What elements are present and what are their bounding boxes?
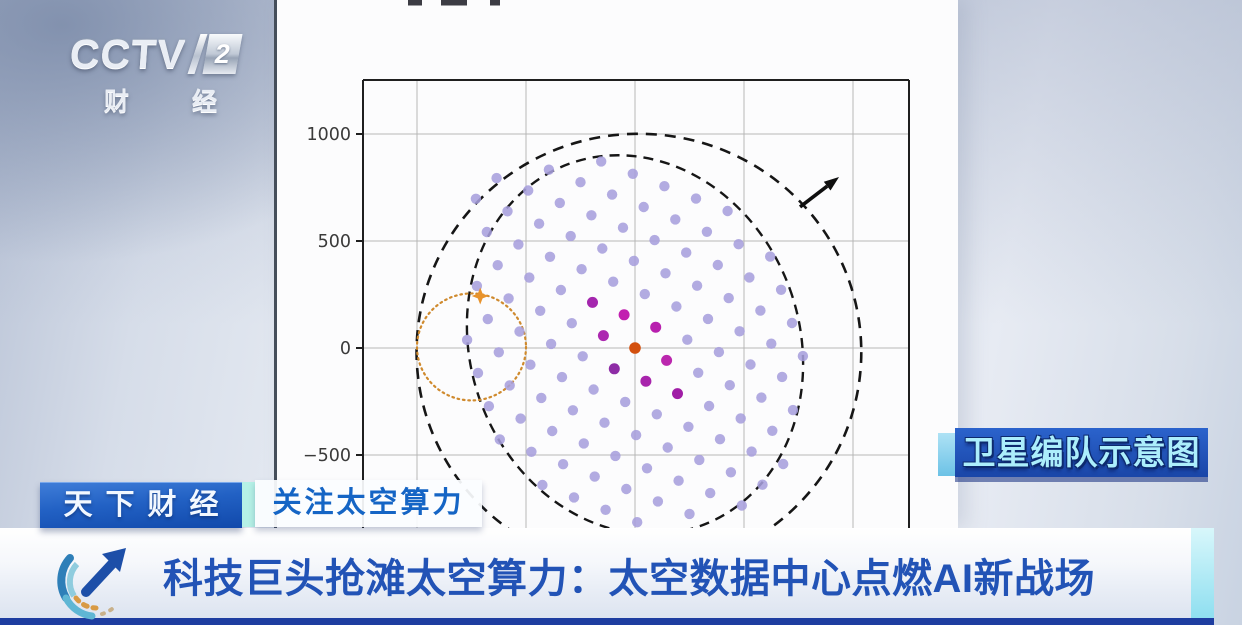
caption-badge-accent: [938, 433, 955, 476]
svg-text:0: 0: [340, 339, 351, 359]
svg-text:500: 500: [318, 232, 351, 252]
cctv-logo: CCTV 2 财 经: [68, 31, 285, 120]
program-badge: 天下财经: [40, 482, 242, 528]
caption-badge-label: 卫星编队示意图: [962, 434, 1201, 471]
caption-badge: 卫星编队示意图: [938, 428, 1208, 477]
headline-text: 科技巨头抢滩太空算力：太空数据中心点燃AI新战场: [163, 557, 1095, 601]
headline-bar: 科技巨头抢滩太空算力：太空数据中心点燃AI新战场: [0, 528, 1214, 625]
cctv-channel-name: 财 经: [104, 88, 245, 116]
swirl-arrow-icon: [57, 548, 126, 620]
cctv-channel-badge: 2: [202, 34, 243, 74]
svg-text:1000: 1000: [306, 125, 351, 145]
badge-separator: [242, 482, 255, 527]
caption-badge-box: 卫星编队示意图: [955, 428, 1208, 477]
cctv-logo-row: CCTV 2: [68, 31, 285, 77]
formation-chart: 1000 500 0 −500: [303, 0, 910, 529]
headline-bar-cyan-edge: [1191, 528, 1214, 618]
topic-badge: 关注太空算力: [255, 480, 482, 527]
chart-panel: 1000 500 0 −500: [274, 0, 958, 529]
svg-text:−500: −500: [303, 446, 351, 466]
cctv-wordmark: CCTV: [68, 31, 188, 77]
